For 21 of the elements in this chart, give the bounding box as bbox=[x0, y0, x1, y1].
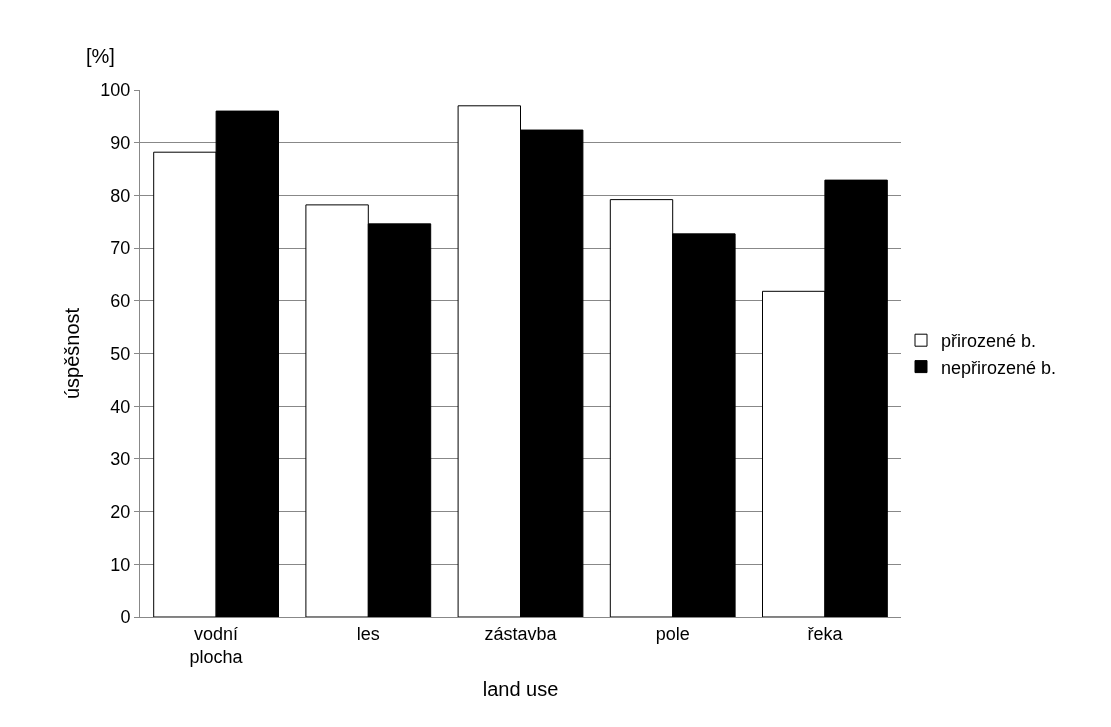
x-tick-label: pole bbox=[655, 623, 690, 644]
y-tick-label: 20 bbox=[110, 501, 131, 522]
x-tick-label: řeka bbox=[807, 623, 844, 644]
x-tick-label: vodní plocha bbox=[189, 623, 244, 667]
legend-label: nepřirozené b. bbox=[941, 357, 1057, 378]
y-tick-label: 60 bbox=[110, 291, 131, 312]
y-tick-label: 70 bbox=[110, 238, 131, 259]
x-axis-title: land use bbox=[482, 677, 559, 700]
y-tick-label: 30 bbox=[110, 449, 131, 470]
y-tick-label: 100 bbox=[100, 80, 131, 101]
y-axis-title: úspěšnost bbox=[60, 307, 83, 400]
legend-label: přirozené b. bbox=[941, 331, 1037, 352]
x-tick-label: les bbox=[356, 623, 380, 644]
y-tick-label: 50 bbox=[110, 343, 131, 364]
y-tick-label: 10 bbox=[110, 554, 131, 575]
x-tick-label: zástavba bbox=[484, 623, 558, 644]
y-tick-label: 40 bbox=[110, 396, 131, 417]
text: [%] bbox=[86, 45, 115, 67]
y-tick-label: 0 bbox=[120, 607, 131, 628]
y-tick-label: 80 bbox=[110, 185, 131, 206]
y-tick-label: 90 bbox=[110, 133, 131, 153]
